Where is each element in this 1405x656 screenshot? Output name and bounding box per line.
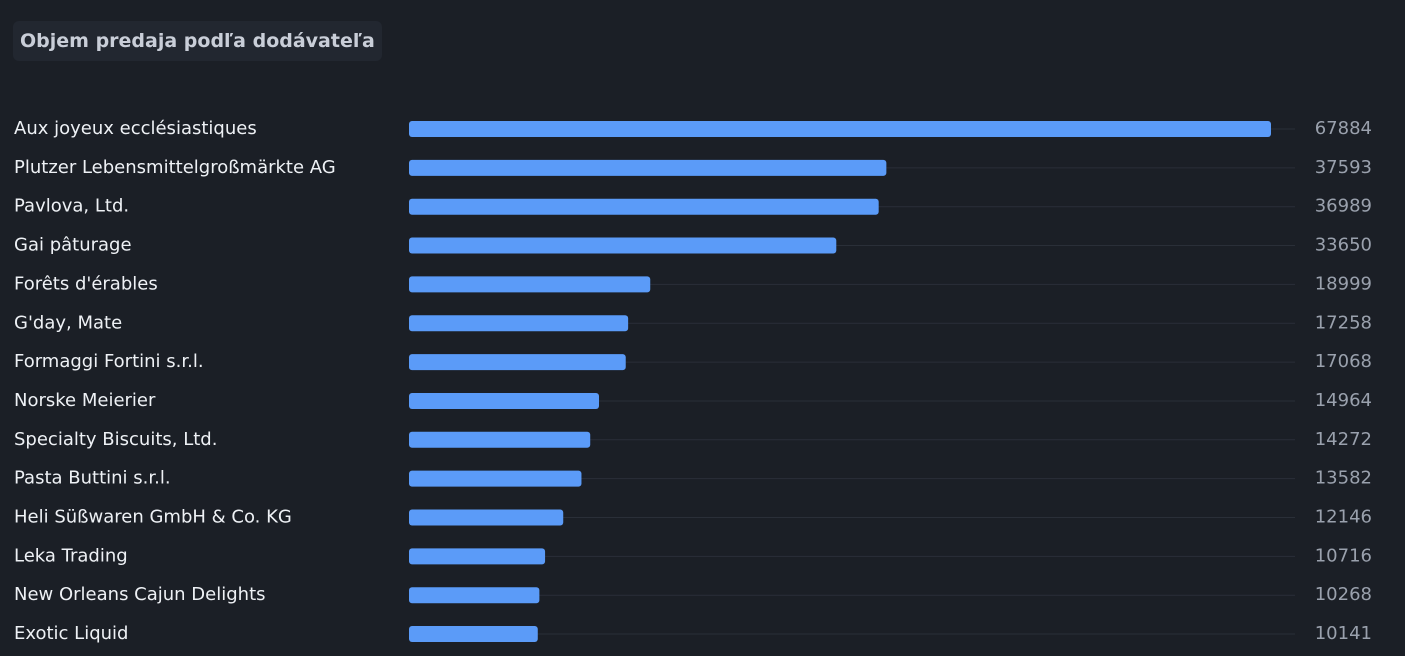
chart-title-chip: Objem predaja podľa dodávateľa [13, 21, 382, 61]
category-label: Pavlova, Ltd. [14, 196, 129, 217]
bar[interactable] [409, 626, 538, 643]
value-label: 13582 [1315, 468, 1372, 489]
bar[interactable] [409, 587, 540, 604]
bar[interactable] [409, 237, 837, 254]
value-label: 37593 [1315, 157, 1372, 178]
value-label: 10716 [1315, 545, 1372, 566]
value-label: 17258 [1315, 312, 1372, 333]
bar[interactable] [409, 470, 582, 487]
category-label: Plutzer Lebensmittelgroßmärkte AG [14, 157, 336, 178]
bar[interactable] [409, 392, 600, 409]
bar[interactable] [409, 276, 651, 293]
value-label: 14272 [1315, 429, 1372, 450]
category-label: Specialty Biscuits, Ltd. [14, 429, 217, 450]
value-label: 33650 [1315, 235, 1372, 256]
category-label: Exotic Liquid [14, 623, 128, 644]
bar[interactable] [409, 431, 591, 448]
value-label: 14964 [1315, 390, 1372, 411]
category-label: Gai pâturage [14, 235, 132, 256]
bar[interactable] [409, 315, 629, 332]
bar[interactable] [409, 198, 879, 215]
category-label: Forêts d'érables [14, 273, 158, 294]
category-label: Norske Meierier [14, 390, 156, 411]
bar[interactable] [409, 509, 564, 526]
bar[interactable] [409, 159, 887, 176]
value-label: 36989 [1315, 196, 1372, 217]
bar[interactable] [409, 121, 1271, 137]
bar[interactable] [409, 354, 626, 371]
bar[interactable] [409, 548, 546, 565]
value-label: 17068 [1315, 351, 1372, 372]
category-label: Formaggi Fortini s.r.l. [14, 351, 204, 372]
category-label: Aux joyeux ecclésiastiques [14, 118, 257, 139]
value-label: 67884 [1315, 118, 1372, 139]
value-label: 10141 [1315, 623, 1372, 644]
category-label: New Orleans Cajun Delights [14, 584, 266, 605]
chart-title: Objem predaja podľa dodávateľa [20, 30, 375, 52]
value-label: 18999 [1315, 273, 1372, 294]
category-label: Leka Trading [14, 545, 128, 566]
category-label: Heli Süßwaren GmbH & Co. KG [14, 507, 292, 528]
category-label: G'day, Mate [14, 312, 122, 333]
value-label: 12146 [1315, 507, 1372, 528]
category-label: Pasta Buttini s.r.l. [14, 468, 171, 489]
value-label: 10268 [1315, 584, 1372, 605]
